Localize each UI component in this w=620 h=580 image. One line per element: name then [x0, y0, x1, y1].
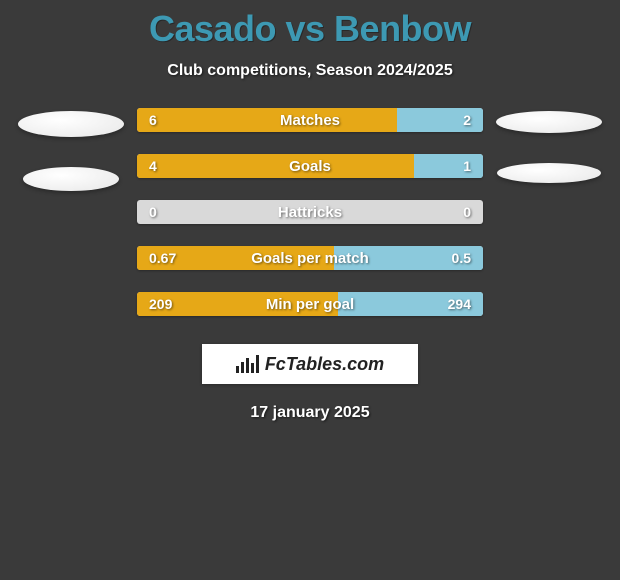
stat-value-right: 2	[463, 108, 471, 132]
brand-badge: FcTables.com	[202, 344, 418, 384]
stat-value-left: 6	[149, 108, 157, 132]
stat-value-left: 209	[149, 292, 172, 316]
avatar-right-1	[497, 163, 601, 183]
footer-date: 17 january 2025	[0, 404, 620, 422]
comparison-area: 62Matches41Goals00Hattricks0.670.5Goals …	[0, 108, 620, 316]
stats-bars: 62Matches41Goals00Hattricks0.670.5Goals …	[137, 108, 483, 316]
avatar-right-0	[496, 111, 602, 133]
stat-bar-left	[137, 154, 414, 178]
stat-row-min-per-goal: 209294Min per goal	[137, 292, 483, 316]
stat-row-matches: 62Matches	[137, 108, 483, 132]
stat-row-hattricks: 0 0Hattricks	[137, 200, 483, 224]
right-avatar-column	[493, 108, 605, 183]
stat-value-left: 0.67	[149, 246, 176, 270]
subtitle: Club competitions, Season 2024/2025	[0, 62, 620, 80]
stat-value-right: 0	[463, 200, 471, 224]
stat-value-right: 1	[463, 154, 471, 178]
stat-label: Hattricks	[137, 200, 483, 224]
stat-row-goals: 41Goals	[137, 154, 483, 178]
stat-bar-left	[137, 108, 397, 132]
left-avatar-column	[15, 108, 127, 191]
stat-value-left: 0	[149, 200, 157, 224]
stat-row-goals-per-match: 0.670.5Goals per match	[137, 246, 483, 270]
stat-bar-right	[414, 154, 483, 178]
stat-value-right: 294	[448, 292, 471, 316]
avatar-left-1	[23, 167, 119, 191]
bar-chart-icon	[236, 355, 259, 373]
page-title: Casado vs Benbow	[0, 0, 620, 50]
brand-label: FcTables.com	[265, 354, 384, 375]
avatar-left-0	[18, 111, 124, 137]
stat-value-left: 4	[149, 154, 157, 178]
stat-value-right: 0.5	[452, 246, 471, 270]
